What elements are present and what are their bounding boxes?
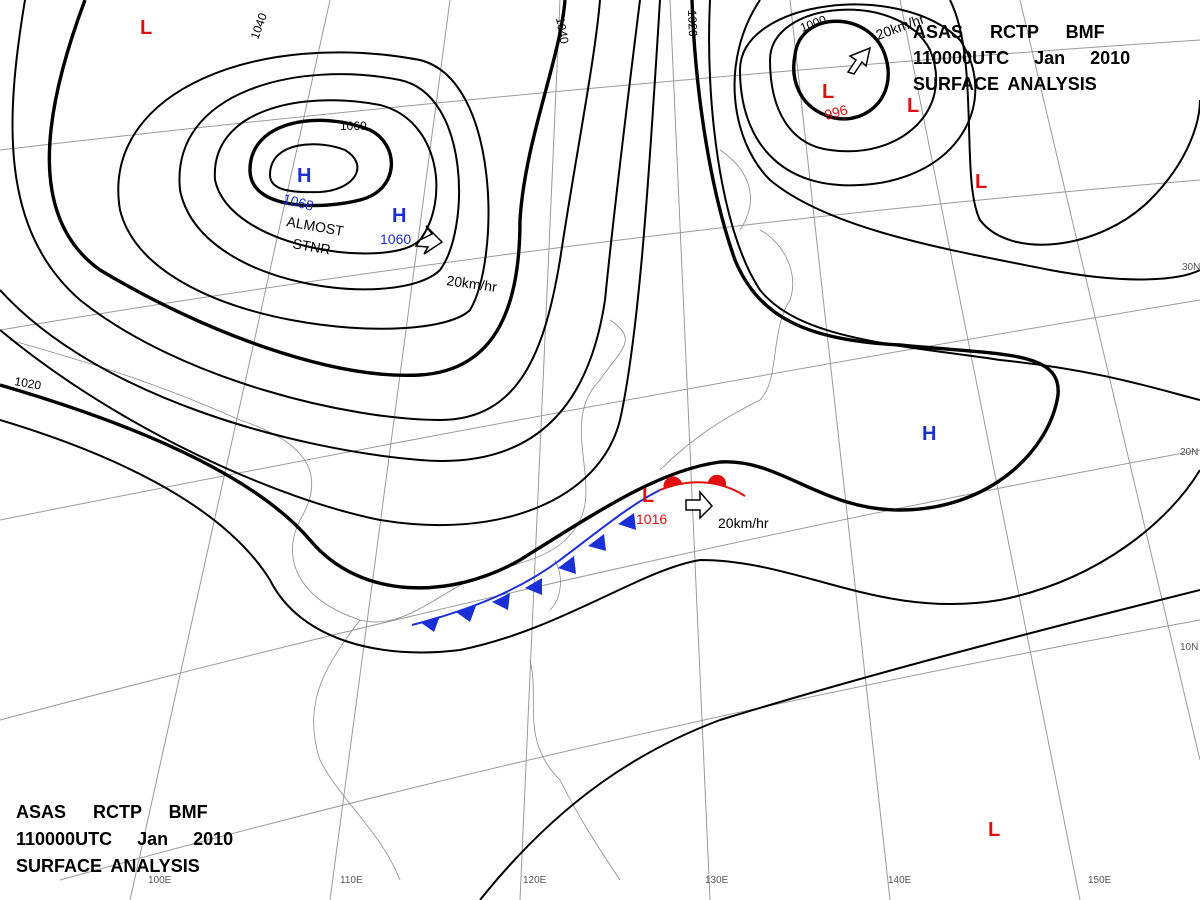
- longitude-label: 150E: [1088, 875, 1112, 886]
- footer-line: SURFACE ANALYSIS: [16, 856, 200, 876]
- low-symbol: L: [140, 17, 152, 39]
- high-value: 1060: [380, 231, 411, 247]
- longitude-label: 140E: [888, 875, 912, 886]
- low-symbol: L: [975, 171, 987, 193]
- latitude-label: 10N: [1180, 642, 1198, 653]
- isobar-label: 1020: [685, 10, 700, 37]
- speed-label: 20km/hr: [446, 272, 499, 295]
- footer-line: 110000UTC Jan 2010: [16, 829, 233, 849]
- isobar-label: 1060: [340, 119, 367, 133]
- longitude-label: 110E: [340, 875, 363, 886]
- isobar-label: 1020: [13, 374, 42, 392]
- header-line: SURFACE ANALYSIS: [913, 74, 1097, 94]
- low-value: 1016: [636, 511, 667, 527]
- footer-line: ASAS RCTP BMF: [16, 802, 208, 822]
- low-symbol: L: [822, 81, 834, 103]
- longitude-label: 130E: [705, 875, 729, 886]
- header-line: ASAS RCTP BMF: [913, 22, 1105, 42]
- fronts: [411, 474, 746, 632]
- high-symbol: H: [297, 165, 311, 187]
- annotation: STNR: [291, 235, 331, 257]
- latitude-label: 30N: [1182, 262, 1200, 273]
- low-symbol: L: [642, 485, 654, 507]
- longitude-label: 120E: [523, 875, 547, 886]
- coastlines: [9, 149, 794, 881]
- high-symbol: H: [922, 423, 936, 445]
- isobar-label: 1040: [553, 16, 571, 45]
- low-symbol: L: [988, 819, 1000, 841]
- high-symbol: H: [392, 205, 406, 227]
- high-value: 1068: [281, 190, 315, 214]
- motion-arrows: [414, 46, 872, 520]
- speed-label: 20km/hr: [718, 515, 769, 531]
- header-line: 110000UTC Jan 2010: [913, 48, 1130, 68]
- low-symbol: L: [907, 95, 919, 117]
- low-value: 996: [823, 101, 850, 123]
- longitude-label: 100E: [148, 875, 172, 886]
- latitude-label: 20N: [1180, 447, 1198, 458]
